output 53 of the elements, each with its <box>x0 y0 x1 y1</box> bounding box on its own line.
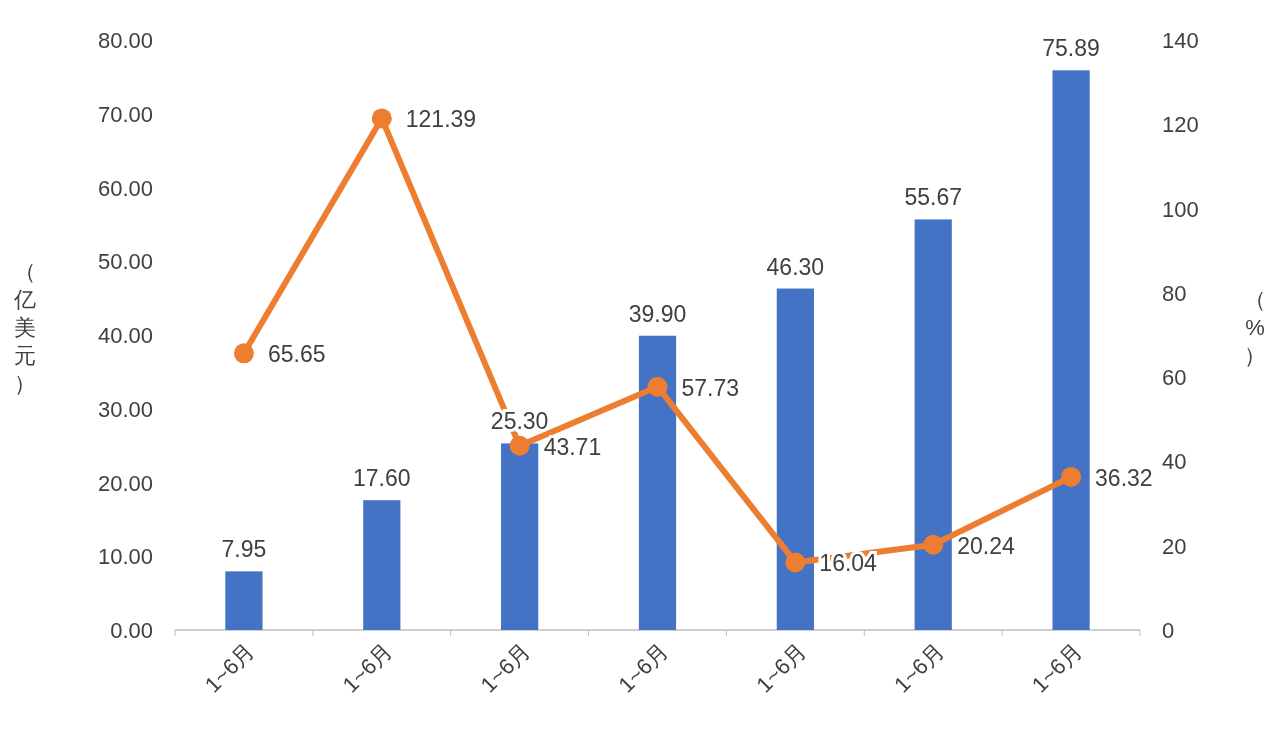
x-tick-label: 1~6月 <box>337 637 398 698</box>
y-tick-label: 50.00 <box>97 249 153 275</box>
y2-tick-label: 80 <box>1162 280 1187 306</box>
data-label: 7.95 <box>221 536 267 563</box>
data-label: 46.30 <box>766 253 825 280</box>
y2-tick-label: 40 <box>1162 449 1187 475</box>
y2-tick-label: 100 <box>1162 196 1199 222</box>
data-label: 75.89 <box>1042 35 1100 62</box>
bar <box>638 335 677 630</box>
data-label: 16.04 <box>819 550 878 577</box>
y-tick-label: 10.00 <box>97 544 153 570</box>
point <box>233 343 254 364</box>
y-tick-label: 20.00 <box>97 470 153 496</box>
x-tick-label: 1~6月 <box>1026 637 1087 698</box>
y-tick-label: 70.00 <box>97 101 153 127</box>
y2-tick-label: 120 <box>1162 112 1199 138</box>
x-tick-label: 1~6月 <box>751 637 811 698</box>
y-tick-label: 80.00 <box>97 28 153 53</box>
point <box>647 376 668 397</box>
data-label: 17.60 <box>353 465 411 492</box>
data-label: 57.73 <box>681 374 740 401</box>
bar <box>1052 70 1090 630</box>
data-label: 55.67 <box>904 184 962 211</box>
y-tick-label: 60.00 <box>97 175 153 201</box>
y2-tick-label: 140 <box>1162 28 1199 53</box>
data-label: 65.65 <box>267 341 326 368</box>
y-tick-label: 40.00 <box>97 323 153 348</box>
point <box>371 108 392 129</box>
y-tick-label: 30.00 <box>97 396 153 422</box>
data-label: 36.32 <box>1095 464 1153 491</box>
bar <box>363 500 401 630</box>
data-label: 43.71 <box>543 433 602 460</box>
y2-tick-label: 60 <box>1162 365 1187 391</box>
bar <box>225 571 263 630</box>
point <box>785 552 806 573</box>
data-label: 39.90 <box>628 300 687 327</box>
point <box>509 435 530 456</box>
y2-tick-label: 20 <box>1162 533 1187 559</box>
bar <box>776 288 814 630</box>
bar <box>501 443 539 630</box>
x-tick-label: 1~6月 <box>889 637 949 698</box>
y2-axis-title: （%） <box>1244 287 1266 368</box>
point <box>923 534 944 555</box>
x-tick-label: 1~6月 <box>475 637 536 698</box>
y-axis-title: （亿美元） <box>13 259 36 396</box>
point <box>1061 466 1082 487</box>
x-tick-label: 1~6月 <box>199 637 260 698</box>
data-label: 20.24 <box>957 532 1015 559</box>
data-label: 121.39 <box>405 106 477 133</box>
bar <box>914 219 952 630</box>
y-tick-label: 0.00 <box>110 618 153 643</box>
y2-tick-label: 0 <box>1162 618 1175 643</box>
x-tick-label: 1~6月 <box>613 637 674 698</box>
